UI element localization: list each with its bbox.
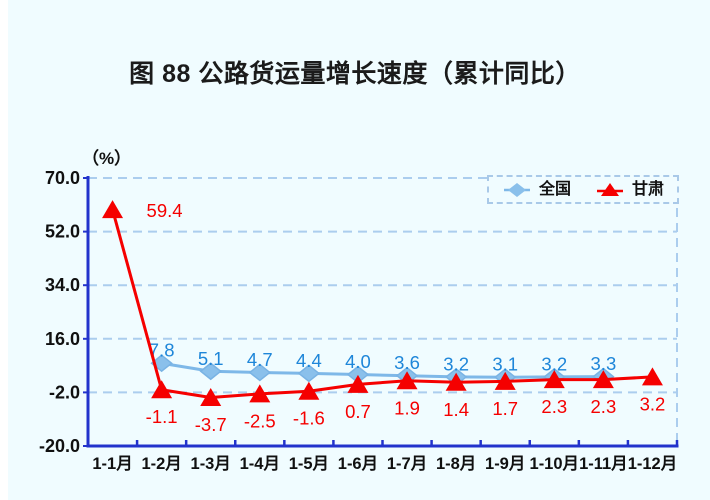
data-label-gansu: 2.3 — [541, 396, 567, 417]
marker-triangle-gansu — [445, 372, 467, 391]
legend-item-gansu: 甘肃 — [595, 181, 664, 199]
legend: 全国 甘肃 — [487, 175, 679, 204]
data-label-national: 3.1 — [492, 354, 518, 375]
x-tick-label: 1-2月 — [141, 454, 181, 473]
marker-triangle-gansu — [347, 374, 369, 393]
data-label-gansu: 2.3 — [591, 396, 617, 417]
y-tick-label: 70.0 — [45, 168, 80, 188]
x-tick-label: 1-4月 — [240, 454, 280, 473]
marker-triangle-gansu — [200, 387, 222, 406]
y-tick-label: -2.0 — [49, 382, 80, 402]
marker-diamond-national — [297, 364, 321, 383]
marker-triangle-gansu — [298, 381, 320, 400]
data-label-gansu: 1.7 — [492, 398, 518, 419]
legend-item-national: 全国 — [502, 181, 571, 199]
x-tick-label: 1-8月 — [436, 454, 476, 473]
x-tick-label: 1-11月 — [579, 454, 628, 473]
data-label-national: 3.2 — [443, 353, 469, 374]
data-label-national: 5.1 — [198, 348, 224, 369]
data-label-gansu: 3.2 — [640, 393, 666, 414]
x-tick-label: 1-10月 — [530, 454, 580, 473]
marker-triangle-gansu — [102, 200, 124, 219]
marker-diamond-national — [248, 363, 271, 382]
x-tick-label: 1-7月 — [387, 454, 427, 473]
marker-triangle-gansu — [494, 371, 516, 390]
data-label-gansu: -1.6 — [293, 408, 325, 429]
series-line-national — [161, 361, 604, 379]
data-label-gansu: 1.4 — [443, 399, 469, 420]
legend-label-gansu: 甘肃 — [632, 180, 665, 198]
data-label-gansu: 1.9 — [394, 397, 420, 418]
x-tick-label: 1-6月 — [338, 454, 378, 473]
y-axis-unit-label: （%） — [82, 149, 132, 168]
data-label-gansu: -3.7 — [195, 414, 227, 435]
legend-marker-gansu-triangle-icon — [597, 182, 623, 196]
data-label-national: 4.4 — [296, 350, 322, 371]
data-label-national: 3.6 — [394, 352, 420, 373]
x-tick-label: 1-3月 — [191, 454, 231, 473]
y-tick-label: -20.0 — [39, 436, 80, 456]
x-tick-label: 1-9月 — [485, 454, 525, 473]
y-tick-label: 52.0 — [45, 222, 80, 242]
data-label-national: 3.2 — [541, 353, 567, 374]
legend-label-national: 全国 — [538, 180, 571, 198]
marker-diamond-national — [199, 362, 222, 381]
data-label-national: 4.0 — [345, 351, 371, 372]
data-label-gansu: 59.4 — [147, 200, 183, 221]
marker-triangle-gansu — [249, 384, 271, 403]
y-tick-label: 34.0 — [45, 275, 80, 295]
marker-triangle-gansu — [641, 367, 663, 386]
x-tick-label: 1-5月 — [289, 454, 329, 473]
series-line-gansu — [111, 209, 653, 399]
data-label-gansu: -1.1 — [146, 406, 178, 427]
x-tick-label: 1-1月 — [92, 454, 132, 473]
chart-title: 图 88 公路货运量增长速度（累计同比） — [129, 60, 581, 88]
marker-triangle-gansu — [151, 380, 173, 399]
data-label-gansu: 0.7 — [345, 401, 371, 422]
data-label-national: 3.3 — [591, 353, 617, 374]
data-label-national: 4.7 — [247, 349, 273, 370]
marker-triangle-gansu — [396, 371, 418, 390]
marker-triangle-gansu — [543, 370, 565, 389]
data-label-national: 7.8 — [149, 340, 175, 361]
legend-marker-national-diamond-icon — [503, 182, 530, 197]
data-label-gansu: -2.5 — [244, 410, 276, 431]
x-tick-label: 1-12月 — [628, 454, 678, 473]
y-tick-label: 16.0 — [45, 329, 80, 349]
marker-triangle-gansu — [592, 370, 614, 389]
left-margin-strip — [0, 0, 8, 500]
